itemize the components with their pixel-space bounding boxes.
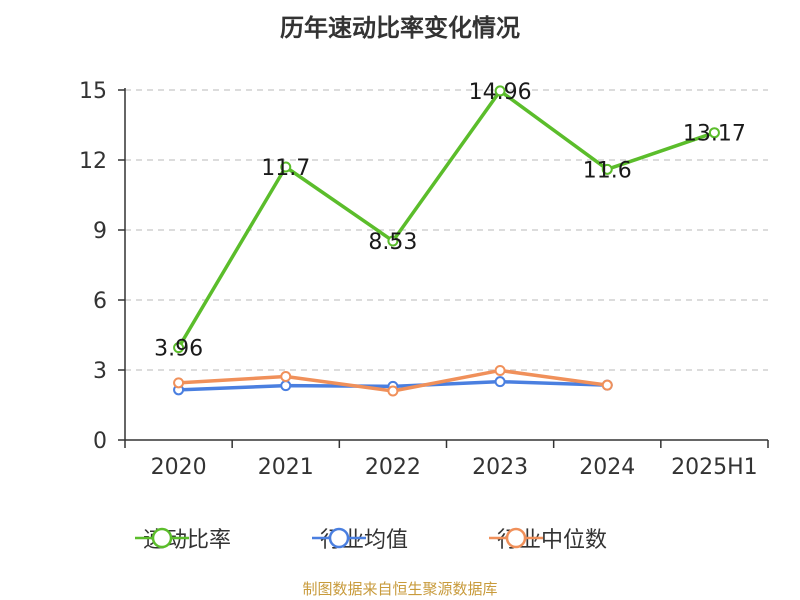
- series-line: [177, 89, 715, 349]
- legend-item-industry-average[interactable]: 行业均值: [312, 520, 408, 556]
- data-label: 3.96: [154, 337, 203, 362]
- chart-legend: 速动比率 行业均值 行业中位数: [0, 520, 800, 556]
- y-tick-label: 9: [93, 219, 107, 244]
- data-point: [173, 377, 185, 389]
- data-label: 8.53: [368, 230, 417, 255]
- data-label: 11.6: [583, 158, 632, 183]
- legend-line-marker-icon: [135, 527, 189, 549]
- data-label: 13.17: [683, 122, 746, 147]
- data-point: [280, 380, 292, 392]
- data-point: [494, 85, 506, 97]
- chart-title: 历年速动比率变化情况: [280, 14, 520, 42]
- x-tick-label: 2022: [365, 455, 421, 480]
- legend-line-marker-icon: [489, 527, 543, 549]
- y-tick-label: 3: [93, 359, 107, 384]
- legend-item-industry-median[interactable]: 行业中位数: [489, 520, 607, 556]
- legend-item-quick-ratio[interactable]: 速动比率: [135, 520, 231, 556]
- line-chart: 0 3 6 9 12 15 2020 2021 2022 2023 2024 2025H1 3.96 11…: [79, 79, 769, 480]
- y-tick-label: 15: [79, 79, 107, 104]
- y-tick-label: 0: [93, 429, 107, 454]
- source-footer: 制图数据来自恒生聚源数据库: [302, 580, 498, 598]
- legend-line-marker-icon: [312, 527, 366, 549]
- data-label: 14.96: [469, 80, 532, 105]
- data-point: [601, 163, 613, 175]
- data-point: [173, 342, 185, 354]
- data-label: 11.7: [261, 156, 310, 181]
- data-point: [280, 161, 292, 173]
- data-point: [494, 376, 506, 388]
- data-point: [387, 235, 399, 247]
- x-tick-label: 2021: [258, 455, 314, 480]
- x-tick-label: 2024: [579, 455, 635, 480]
- data-point: [494, 364, 506, 376]
- data-point: [708, 127, 720, 139]
- data-point: [387, 385, 399, 397]
- x-tick-label: 2023: [472, 455, 528, 480]
- data-point: [280, 371, 292, 383]
- y-tick-label: 6: [93, 289, 107, 314]
- data-point: [601, 379, 613, 391]
- x-tick-label: 2020: [151, 455, 207, 480]
- y-tick-label: 12: [79, 149, 107, 174]
- x-tick-label: 2025H1: [671, 455, 758, 480]
